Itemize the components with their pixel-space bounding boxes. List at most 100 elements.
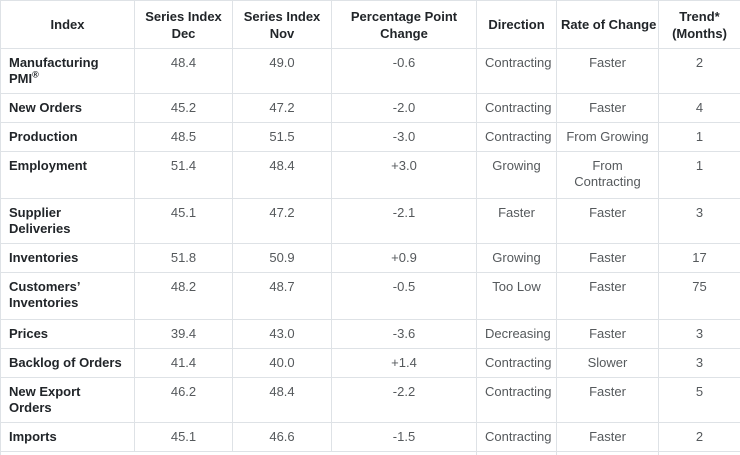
cell-trend: 3 [658, 319, 740, 349]
cell-direction: Decreasing [476, 319, 557, 349]
col-header-dec: Series Index Dec [134, 0, 233, 49]
cell-index-label: Production [0, 122, 135, 152]
cell-change: -2.1 [331, 198, 477, 244]
cell-change: -1.5 [331, 422, 477, 452]
cell-change: -3.0 [331, 122, 477, 152]
cell-nov: 46.6 [232, 422, 332, 452]
col-header-nov-line: Nov [269, 25, 295, 41]
col-header-trend-line: Trend* [679, 8, 720, 24]
cell-dec: 45.1 [134, 198, 233, 244]
cell-rate: Faster [556, 272, 659, 320]
cell-rate: From Contracting [556, 151, 659, 199]
cell-nov: 48.7 [232, 272, 332, 320]
cell-direction: Contracting [476, 422, 557, 452]
cell-nov: 51.5 [232, 122, 332, 152]
cell-direction: Contracting [476, 348, 557, 378]
cell-direction: Too Low [476, 272, 557, 320]
cell-index-label: Employment [0, 151, 135, 199]
table-row: Customers’ Inventories 48.2 48.7 -0.5 Too Lo… [0, 272, 740, 320]
table-row: Employment 51.4 48.4 +3.0 Growing From Contra… [0, 151, 740, 199]
table-header: Index Series Index Dec Series Index Nov Perce… [0, 0, 740, 49]
col-header-nov-line: Series Index [243, 8, 321, 24]
cell-rate: Faster [556, 422, 659, 452]
cell-rate: Faster [556, 319, 659, 349]
col-header-rate: Rate of Change [556, 0, 659, 49]
cell-rate: Faster [556, 93, 659, 123]
cell-change: -0.6 [331, 48, 477, 94]
cell-trend: 3 [658, 348, 740, 378]
table-body: Manufacturing PMI® 48.4 49.0 -0.6 Contractin… [0, 48, 740, 455]
cell-merged-label: OVERALL ECONOMY [0, 451, 477, 455]
cell-dec: 51.4 [134, 151, 233, 199]
cell-direction: Faster [476, 198, 557, 244]
col-header-trend-line: (Months) [672, 25, 727, 41]
cell-nov: 48.4 [232, 151, 332, 199]
table-row: Manufacturing PMI® 48.4 49.0 -0.6 Contractin… [0, 48, 740, 94]
cell-index-label: New Orders [0, 93, 135, 123]
cell-nov: 49.0 [232, 48, 332, 94]
cell-dec: 48.2 [134, 272, 233, 320]
col-header-change: Percentage Point Change [331, 0, 477, 49]
cell-direction: Contracting [476, 451, 557, 455]
cell-direction: Growing [476, 151, 557, 199]
table-row: Inventories 51.8 50.9 +0.9 Growing Faster 17 [0, 243, 740, 273]
cell-direction: Contracting [476, 93, 557, 123]
cell-index-label: Imports [0, 422, 135, 452]
cell-trend: 2 [658, 422, 740, 452]
col-header-nov: Series Index Nov [232, 0, 332, 49]
cell-nov: 47.2 [232, 93, 332, 123]
cell-trend: 5 [658, 377, 740, 423]
table-row: Prices 39.4 43.0 -3.6 Decreasing Faster 3 [0, 319, 740, 349]
col-header-rate-line: Rate of Change [561, 17, 657, 32]
col-header-change-line: Percentage Point [350, 8, 458, 24]
cell-direction: Contracting [476, 48, 557, 94]
cell-dec: 51.8 [134, 243, 233, 273]
cell-dec: 48.4 [134, 48, 233, 94]
cell-rate: Slower [556, 348, 659, 378]
cell-trend: 3 [658, 198, 740, 244]
cell-trend: 1 [658, 451, 740, 455]
col-header-label-line: Index [50, 17, 85, 32]
cell-dec: 48.5 [134, 122, 233, 152]
cell-direction: Contracting [476, 377, 557, 423]
cell-direction: Contracting [476, 122, 557, 152]
table-row: New Orders 45.2 47.2 -2.0 Contracting Faster 4 [0, 93, 740, 123]
table-row: Backlog of Orders 41.4 40.0 +1.4 Contracting… [0, 348, 740, 378]
cell-nov: 43.0 [232, 319, 332, 349]
cell-nov: 40.0 [232, 348, 332, 378]
cell-change: +1.4 [331, 348, 477, 378]
col-header-change-line: Change [380, 25, 428, 41]
cell-change: -0.5 [331, 272, 477, 320]
col-header-trend: Trend* (Months) [658, 0, 740, 49]
table-row: New Export Orders 46.2 48.4 -2.2 Contracting… [0, 377, 740, 423]
cell-index-label: Supplier Deliveries [0, 198, 135, 244]
cell-change: +0.9 [331, 243, 477, 273]
cell-direction: Growing [476, 243, 557, 273]
cell-change: -2.0 [331, 93, 477, 123]
cell-trend: 1 [658, 122, 740, 152]
cell-rate: From Growing [556, 451, 659, 455]
cell-rate: From Growing [556, 122, 659, 152]
cell-index-label: Prices [0, 319, 135, 349]
col-header-label: Index [0, 0, 135, 49]
cell-nov: 48.4 [232, 377, 332, 423]
cell-index-label: Inventories [0, 243, 135, 273]
col-header-dec-line: Dec [171, 25, 196, 41]
cell-dec: 39.4 [134, 319, 233, 349]
table-row: Supplier Deliveries 45.1 47.2 -2.1 Faster Fas… [0, 198, 740, 244]
cell-change: +3.0 [331, 151, 477, 199]
col-header-direction-line: Direction [488, 17, 545, 32]
cell-trend: 2 [658, 48, 740, 94]
table-row: Production 48.5 51.5 -3.0 Contracting From Gr… [0, 122, 740, 152]
cell-rate: Faster [556, 198, 659, 244]
col-header-direction: Direction [476, 0, 557, 49]
cell-dec: 46.2 [134, 377, 233, 423]
cell-change: -3.6 [331, 319, 477, 349]
cell-change: -2.2 [331, 377, 477, 423]
cell-nov: 47.2 [232, 198, 332, 244]
cell-index-label: Backlog of Orders [0, 348, 135, 378]
col-header-dec-line: Series Index [145, 8, 222, 24]
cell-dec: 45.1 [134, 422, 233, 452]
